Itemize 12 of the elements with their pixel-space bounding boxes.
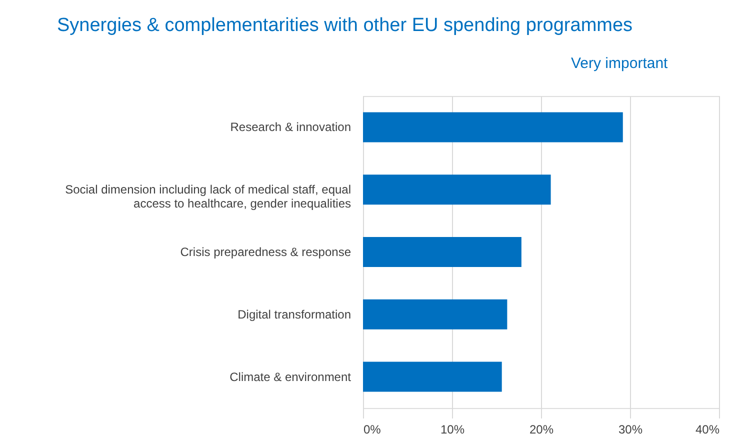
x-tick-label: 10%	[440, 422, 465, 436]
y-tick-label: Climate & environment	[230, 370, 352, 384]
y-tick-label: Social dimension including lack of medical staff, equal access to healthcare, gender inequalities	[65, 182, 351, 211]
y-tick-label: Crisis preparedness & response	[180, 245, 352, 259]
x-tick-label: 20%	[529, 422, 554, 436]
y-tick-label: Research & innovation	[230, 120, 351, 134]
x-tick-label: 40%	[695, 422, 720, 436]
x-tick-label: 0%	[364, 422, 382, 436]
text: Very important	[571, 55, 669, 72]
chart-title: Synergies & complementarities with other EU spending programmes	[57, 15, 633, 36]
x-tick-label: 30%	[618, 422, 643, 436]
y-tick-label: Digital transformation	[238, 307, 351, 322]
